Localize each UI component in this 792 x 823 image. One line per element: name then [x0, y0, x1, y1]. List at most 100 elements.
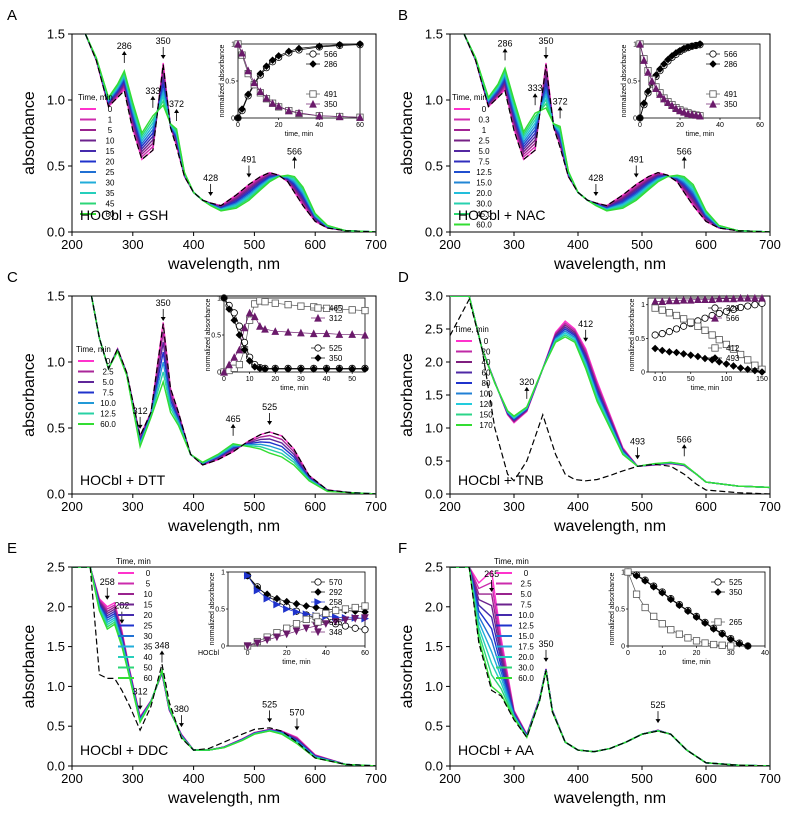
y-tick-label: 3.0	[425, 289, 443, 304]
inset-data-point	[262, 93, 271, 102]
arrow-head	[593, 191, 599, 196]
spectra-group	[72, 567, 376, 766]
inset-legend-label: 566	[726, 314, 740, 323]
initial-spectrum-dashed	[463, 34, 770, 232]
inset-data-point	[322, 609, 330, 618]
inset-data-point	[640, 56, 648, 64]
inset-x-tick-label: 40	[716, 122, 724, 129]
legend-label: 60.0	[476, 221, 492, 230]
inset-y-title: normalized absorbance	[219, 45, 226, 118]
x-tick-label: 600	[695, 771, 717, 786]
peak-label: 258	[100, 577, 115, 587]
inset-legend-label: 525	[329, 618, 343, 627]
plot-frame	[71, 33, 377, 233]
inset-data-point	[715, 358, 724, 366]
legend-label: 0	[106, 357, 111, 366]
inset-data-point	[701, 295, 709, 303]
inset-legend-marker	[309, 99, 317, 108]
inset-data-point	[245, 308, 254, 317]
x-tick-label: 500	[244, 237, 266, 252]
peak-annotation: 258	[100, 577, 115, 600]
inset-data-point	[692, 637, 701, 645]
peak-annotation: 428	[588, 173, 603, 196]
inset-data-point	[238, 48, 246, 57]
inset-data-point	[250, 363, 259, 371]
y-tick-label: 2.5	[425, 322, 443, 337]
legend-label: 10.0	[518, 611, 534, 620]
legend-label: 35	[144, 643, 153, 652]
sample-label: HOCbl + NAC	[458, 207, 546, 223]
x-tick-label: 200	[439, 499, 461, 514]
inset-y-title: normalized absorbance	[209, 573, 216, 646]
arrow-head	[532, 93, 538, 98]
inset-data-point	[729, 294, 738, 303]
arrow-head	[502, 48, 508, 53]
arrow-head	[681, 444, 687, 449]
x-tick-label: 400	[567, 499, 589, 514]
x-tick-label: 700	[759, 499, 781, 514]
spectra-group	[450, 567, 770, 766]
y-tick-label: 0.0	[47, 487, 65, 502]
inset-data-point	[253, 586, 262, 595]
x-axis-title: wavelength, nm	[553, 790, 666, 807]
inset-frame	[237, 43, 361, 119]
peak-annotation: 333	[528, 83, 543, 106]
initial-spectrum-dashed	[450, 297, 770, 494]
inset-y-tick-label: 1	[221, 570, 225, 577]
inset-data-point	[271, 299, 279, 307]
inset-legend-marker	[314, 344, 322, 352]
inset-x-tick-label: 150	[756, 376, 768, 383]
inset-plot	[243, 571, 369, 650]
inset-x-title: time, min	[686, 131, 715, 138]
legend-label: 0	[146, 569, 151, 578]
inset-legend-label: 312	[329, 314, 343, 323]
peak-label: 312	[133, 687, 148, 697]
x-tick-label: 700	[365, 771, 387, 786]
peak-label: 265	[484, 569, 499, 579]
y-axis-title: absorbance	[399, 625, 416, 709]
inset-legend-label: 566	[724, 50, 738, 59]
inset-data-point	[656, 90, 664, 98]
y-tick-label: 0.5	[47, 159, 65, 174]
inset-data-point	[640, 99, 648, 107]
y-tick-label: 0.0	[425, 225, 443, 240]
inset-legend-label: 491	[324, 90, 338, 99]
inset-legend-label: 350	[324, 100, 338, 109]
peak-annotation: 491	[629, 154, 644, 178]
peak-annotation: 493	[630, 436, 645, 460]
inset-x-tick-label: 20	[676, 122, 684, 129]
inset-data-point	[660, 60, 668, 68]
x-tick-label: 300	[122, 237, 144, 252]
inset-y-tick-label: 0	[621, 644, 625, 651]
legend-label: 7.5	[520, 601, 532, 610]
x-tick-label: 300	[503, 237, 525, 252]
inset-y-tick-label: 0	[231, 116, 235, 123]
spectrum-line	[90, 296, 376, 494]
inset-data-point	[676, 106, 684, 115]
inset-legend-marker	[714, 578, 722, 586]
inset-chart: 0 20 40 60 0 0.5 1 time, min normalized absorban…	[198, 570, 369, 666]
x-tick-label: 200	[61, 499, 83, 514]
y-axis-title: absorbance	[399, 353, 416, 437]
y-tick-label: 0.0	[47, 759, 65, 774]
legend: Time, min 0 2.55.0 7.510.0 12.560.0	[76, 345, 116, 429]
legend-label: 120	[479, 400, 493, 409]
inset-x-tick-label: 0	[626, 650, 630, 657]
inset-data-point	[261, 324, 269, 333]
y-tick-label: 1.0	[47, 679, 65, 694]
legend-label: 1	[482, 126, 487, 135]
legend-label: 60	[144, 674, 153, 683]
x-axis-title: wavelength, nm	[553, 518, 666, 535]
inset-data-point	[722, 307, 730, 316]
inset-chart: 0 10 20 30 40 50 0 0.5 1 time, min normalized abso…	[205, 294, 369, 392]
inset-data-point	[292, 620, 301, 628]
y-tick-label: 1.0	[425, 93, 443, 108]
legend-label: 45	[106, 200, 115, 209]
inset-series-line	[655, 303, 763, 336]
inset-data-point	[636, 114, 644, 122]
inset-legend-marker	[314, 578, 322, 586]
legend-label: 0	[524, 569, 529, 578]
legend-label: 12.5	[476, 168, 492, 177]
